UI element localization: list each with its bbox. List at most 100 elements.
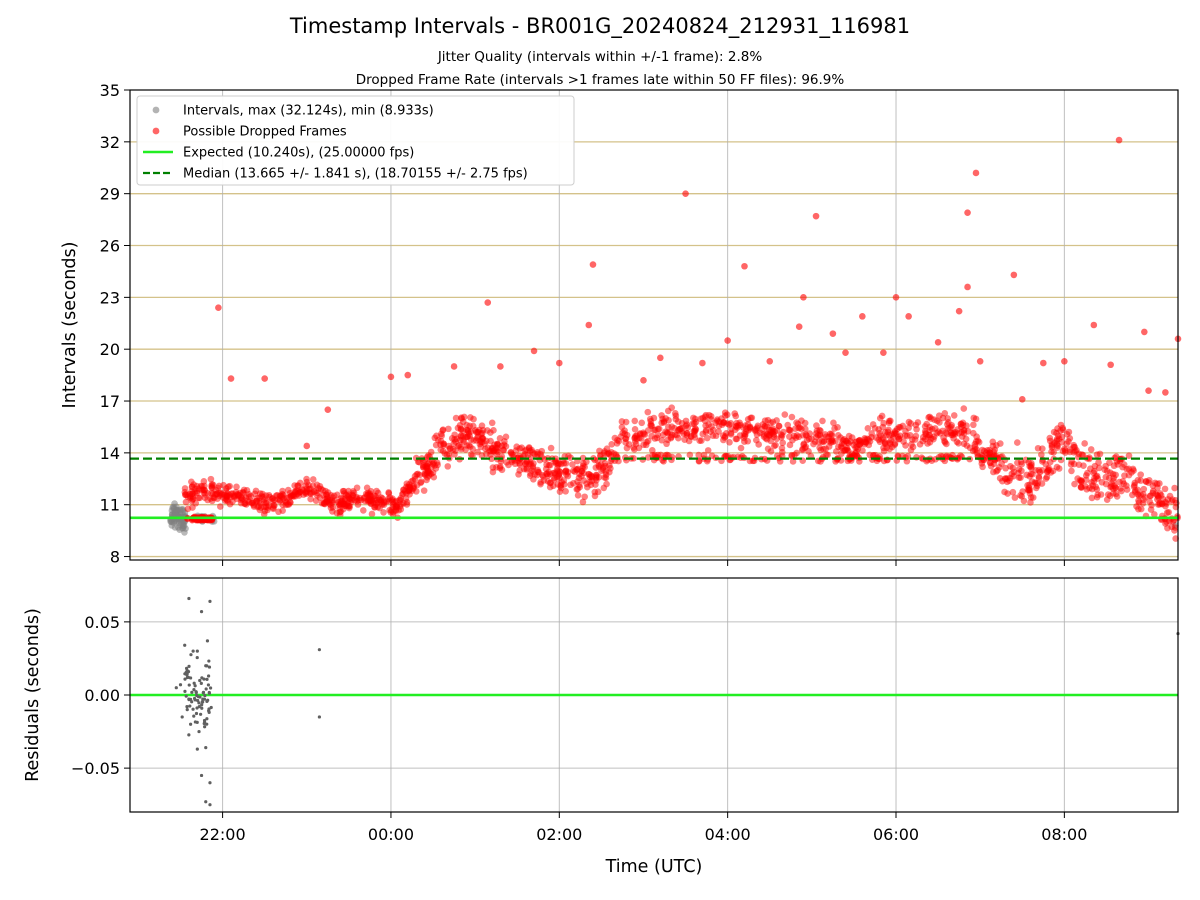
dropped-frame-point (603, 450, 611, 458)
dropped-frame-point (564, 472, 572, 480)
dropped-frame-point (1004, 490, 1011, 497)
dropped-frame-point (1018, 493, 1026, 500)
dropped-frame-point (573, 465, 580, 473)
dropped-frame-point (732, 422, 740, 430)
dropped-frame-point (360, 507, 367, 514)
dropped-frame-point (779, 439, 787, 447)
dropped-frame-point (830, 419, 837, 427)
dropped-frame-point (896, 424, 904, 431)
dropped-frame-point (1151, 511, 1158, 518)
residual-point (202, 718, 207, 723)
dropped-frame-point (367, 500, 375, 507)
dropped-frame-point (543, 470, 551, 477)
dropped-frame-point (361, 497, 369, 505)
dropped-frame-point (1137, 491, 1144, 498)
dropped-frame-point (709, 432, 717, 440)
dropped-frame-point (1080, 462, 1087, 470)
dropped-frame-point (1043, 473, 1051, 481)
dropped-frame-outlier (324, 406, 332, 413)
dropped-frame-point (891, 428, 899, 435)
dropped-frame-point (356, 494, 364, 502)
dropped-frame-point (592, 474, 600, 482)
dropped-frame-point (574, 491, 582, 499)
residual-point (193, 684, 197, 688)
dropped-frame-point (1018, 460, 1025, 468)
residual-point (199, 610, 204, 614)
dropped-frame-point (767, 448, 775, 455)
dropped-frame-point (1025, 459, 1032, 466)
dropped-frame-point (1053, 444, 1061, 451)
dropped-frame-point (474, 428, 482, 436)
residual-point (191, 649, 195, 653)
dropped-frame-point (1046, 434, 1054, 442)
legend: Intervals, max (32.124s), min (8.933s) Po… (136, 95, 575, 186)
dropped-frame-point (1017, 474, 1024, 481)
dropped-frame-point (515, 471, 522, 478)
dropped-frame-point (459, 427, 467, 434)
dropped-frame-point (396, 496, 403, 504)
dropped-frame-point (1171, 484, 1178, 492)
dropped-frame-point (781, 411, 789, 418)
dropped-frame-point (984, 446, 991, 454)
dropped-frame-point (511, 460, 519, 468)
dropped-frame-outlier (1145, 387, 1152, 394)
dropped-frame-point (632, 432, 639, 440)
dropped-frame-point (991, 446, 999, 454)
dropped-frame-point (555, 472, 562, 479)
dropped-frame-point (742, 422, 749, 429)
dropped-frame-point (887, 417, 894, 425)
dropped-frame-point (755, 441, 762, 448)
residual-point (194, 690, 198, 695)
dropped-frame-outlier (303, 442, 311, 450)
dropped-frame-point (574, 478, 581, 485)
dropped-frame-point (704, 434, 711, 442)
dropped-frame-point (444, 463, 452, 470)
dropped-frame-point (457, 436, 464, 444)
dropped-frame-point (341, 500, 348, 508)
dropped-frame-point (1137, 477, 1145, 484)
dropped-frame-point (496, 435, 504, 442)
dropped-frame-point (345, 491, 352, 499)
dropped-frame-point (500, 446, 507, 454)
dropped-frame-point (702, 411, 710, 419)
dropped-frame-point (306, 489, 314, 497)
dropped-frame-point (197, 482, 205, 490)
dropped-frame-point (207, 475, 215, 483)
dropped-frame-point (376, 504, 383, 512)
dropped-frame-point (1093, 451, 1101, 458)
dropped-frame-outlier (859, 313, 866, 320)
dropped-frame-point (989, 438, 997, 446)
dropped-frame-point (537, 479, 544, 486)
dropped-frame-point (579, 454, 587, 462)
dropped-frame-point (328, 499, 336, 506)
dropped-frame-point (825, 433, 832, 441)
residual-point (178, 683, 183, 687)
dropped-frame-point (618, 418, 626, 425)
dropped-frame-point (470, 415, 477, 423)
dropped-frame-point (786, 441, 794, 449)
dropped-frame-point (1125, 452, 1133, 460)
dropped-frame-point (1093, 493, 1101, 501)
reference-lines (130, 457, 1178, 520)
dropped-frame-point (837, 434, 844, 441)
dropped-frame-point (1046, 458, 1054, 466)
residual-point (186, 675, 190, 679)
residual-point (198, 678, 202, 683)
residual-point (317, 715, 321, 719)
residual-point (187, 683, 191, 687)
residual-point (208, 781, 212, 785)
dropped-frame-point (1094, 475, 1102, 482)
dropped-frame-point (487, 437, 494, 445)
dropped-frame-point (292, 488, 299, 496)
residual-horizontal-grid (130, 621, 1178, 769)
dropped-frame-point (818, 438, 826, 445)
dropped-frame-point (1039, 458, 1046, 465)
dropped-frame-point (630, 444, 637, 451)
residual-point (204, 664, 208, 668)
dropped-frame-point (813, 422, 820, 429)
residual-point (207, 674, 211, 678)
dropped-frame-point (600, 484, 608, 492)
dropped-frame-point (1166, 492, 1174, 500)
residual-point (201, 697, 205, 701)
chart-subtitle-dropped: Dropped Frame Rate (intervals >1 frames … (355, 72, 845, 88)
